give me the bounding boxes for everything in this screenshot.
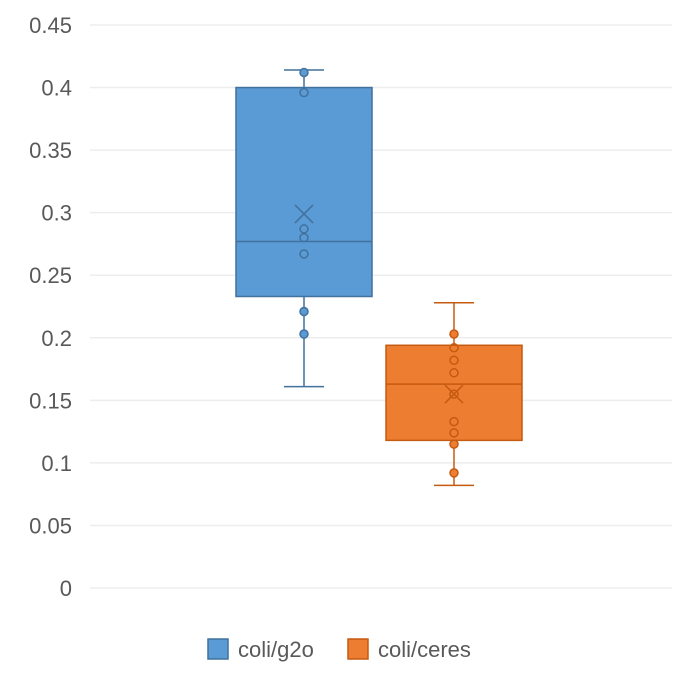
gridlines [90, 24, 672, 589]
data-point [449, 428, 459, 438]
data-point [449, 329, 459, 339]
y-axis: 0 0.05 0.1 0.15 0.2 0.25 0.3 0.35 0.4 0.45 [29, 13, 72, 601]
data-point [299, 329, 309, 339]
legend-label: coli/g2o [238, 637, 314, 662]
data-point [449, 355, 459, 366]
y-tick-label: 0.15 [29, 388, 72, 413]
data-point [299, 87, 309, 98]
legend-swatch [207, 638, 229, 660]
mean-marker [444, 384, 464, 404]
data-point [449, 389, 459, 399]
data-point [449, 468, 459, 478]
y-tick-label: 0 [60, 576, 72, 601]
data-point [449, 368, 459, 378]
box-series-0 [235, 67, 373, 388]
y-tick-label: 0.4 [41, 76, 72, 101]
box [235, 86, 373, 298]
y-tick-label: 0.1 [41, 451, 72, 476]
box-series [235, 67, 523, 487]
data-point [299, 224, 309, 234]
data-point [299, 67, 309, 78]
data-point [299, 232, 309, 243]
y-tick-label: 0.25 [29, 263, 72, 288]
y-tick-label: 0.3 [41, 201, 72, 226]
y-tick-label: 0.45 [29, 13, 72, 38]
legend-label: coli/ceres [378, 637, 471, 662]
y-tick-label: 0.35 [29, 138, 72, 163]
y-tick-label: 0.2 [41, 326, 72, 351]
legend: coli/g2o coli/ceres [207, 637, 471, 662]
data-point [449, 343, 459, 353]
box-series-1 [385, 301, 523, 487]
data-point [449, 416, 459, 427]
mean-marker [294, 204, 314, 224]
legend-swatch [347, 638, 369, 660]
y-tick-label: 0.05 [29, 513, 72, 538]
data-point [299, 249, 309, 259]
data-point [299, 306, 309, 317]
data-point [449, 439, 459, 449]
